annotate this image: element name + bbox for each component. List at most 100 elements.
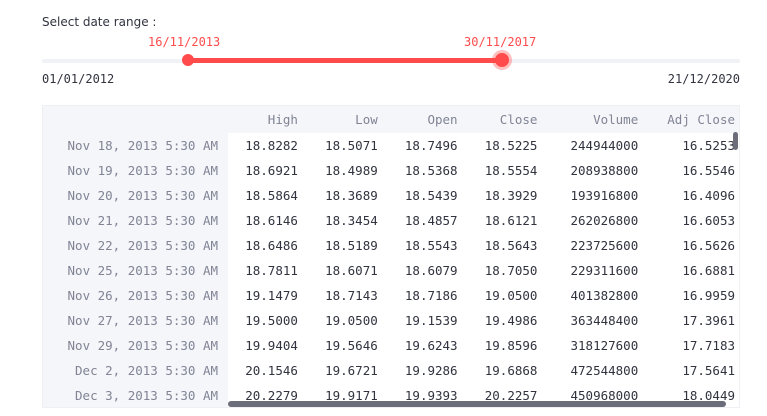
table-cell[interactable]: 18.5439 — [404, 188, 458, 203]
table-cell[interactable]: 18.5368 — [404, 163, 458, 178]
row-index-cell: Nov 29, 2013 5:30 AM — [43, 333, 229, 358]
row-index-cell: Nov 21, 2013 5:30 AM — [43, 208, 229, 233]
table-cell[interactable]: 19.6721 — [325, 363, 378, 378]
table-row: Nov 26, 2013 5:30 AM 19.1479 18.7143 18.… — [43, 283, 739, 308]
table-cell[interactable]: 229311600 — [570, 263, 639, 278]
table-row: Nov 19, 2013 5:30 AM 18.6921 18.4989 18.… — [43, 158, 739, 183]
table-row: Nov 21, 2013 5:30 AM 18.6146 18.3454 18.… — [43, 208, 739, 233]
table-row: Dec 3, 2013 5:30 AM 20.2279 19.9171 19.9… — [43, 383, 739, 407]
slider-start-handle[interactable] — [182, 54, 194, 66]
table-cell[interactable]: 19.0500 — [325, 313, 378, 328]
table-cell[interactable]: 16.5546 — [682, 163, 735, 178]
table-cell[interactable]: 20.1546 — [245, 363, 298, 378]
table-cell[interactable]: 16.5626 — [682, 238, 735, 253]
vertical-scrollbar-thumb[interactable] — [733, 132, 738, 150]
table-cell[interactable]: 318127600 — [570, 338, 639, 353]
table-cell[interactable]: 19.9171 — [325, 388, 378, 403]
table-cell[interactable]: 19.5646 — [325, 338, 378, 353]
column-header-low[interactable]: Low — [301, 106, 382, 133]
table-cell[interactable]: 17.3961 — [682, 313, 735, 328]
table-cell[interactable]: 18.5554 — [484, 163, 538, 178]
table-cell[interactable]: 208938800 — [570, 163, 639, 178]
column-header-open[interactable]: Open — [381, 106, 462, 133]
column-header-high[interactable]: High — [228, 106, 302, 133]
table-cell[interactable]: 19.6868 — [484, 363, 538, 378]
table-cell[interactable]: 19.5000 — [245, 313, 298, 328]
table-cell[interactable]: 19.6243 — [404, 338, 458, 353]
row-index-cell: Nov 20, 2013 5:30 AM — [43, 183, 229, 208]
table-cell[interactable]: 18.7496 — [404, 138, 458, 153]
table-cell[interactable]: 18.7143 — [325, 288, 378, 303]
table-cell[interactable]: 18.5225 — [484, 138, 538, 153]
table-cell[interactable]: 18.7186 — [404, 288, 458, 303]
table-cell[interactable]: 18.5643 — [484, 238, 538, 253]
table-cell[interactable]: 19.0500 — [484, 288, 538, 303]
table-cell[interactable]: 18.6146 — [245, 213, 298, 228]
row-index-cell: Dec 2, 2013 5:30 AM — [43, 358, 229, 383]
date-range-slider[interactable]: 16/11/2013 30/11/2017 01/01/2012 21/12/2… — [42, 30, 740, 90]
table-cell[interactable]: 20.2257 — [484, 388, 538, 403]
table-cell[interactable]: 363448400 — [570, 313, 639, 328]
table-cell[interactable]: 16.9959 — [682, 288, 735, 303]
table-cell[interactable]: 19.1539 — [404, 313, 458, 328]
table-row: Nov 25, 2013 5:30 AM 18.7811 18.6071 18.… — [43, 258, 739, 283]
table-row: Nov 18, 2013 5:30 AM 18.8282 18.5071 18.… — [43, 133, 739, 158]
table-cell[interactable]: 18.5864 — [245, 188, 298, 203]
table-cell[interactable]: 18.3929 — [484, 188, 538, 203]
table-cell[interactable]: 18.0449 — [682, 388, 735, 403]
table-cell[interactable]: 18.7811 — [245, 263, 298, 278]
slider-end-handle[interactable] — [495, 53, 509, 67]
table-row: Nov 27, 2013 5:30 AM 19.5000 19.0500 19.… — [43, 308, 739, 333]
table-cell[interactable]: 18.5189 — [325, 238, 378, 253]
table-cell[interactable]: 18.6121 — [484, 213, 538, 228]
table-cell[interactable]: 262026800 — [570, 213, 639, 228]
row-index-cell: Dec 3, 2013 5:30 AM — [43, 383, 229, 407]
table-cell[interactable]: 19.8596 — [484, 338, 538, 353]
table-cell[interactable]: 20.2279 — [245, 388, 298, 403]
row-index-cell: Nov 22, 2013 5:30 AM — [43, 233, 229, 258]
table-cell[interactable]: 19.1479 — [245, 288, 298, 303]
table-header-row: High Low Open Close Volume Adj Close — [43, 106, 739, 133]
column-header-adj-close[interactable]: Adj Close — [642, 106, 739, 133]
table-cell[interactable]: 450968000 — [570, 388, 639, 403]
table-cell[interactable]: 18.5543 — [404, 238, 458, 253]
table-cell[interactable]: 18.8282 — [245, 138, 298, 153]
table-cell[interactable]: 18.7050 — [484, 263, 538, 278]
row-index-cell: Nov 26, 2013 5:30 AM — [43, 283, 229, 308]
table-cell[interactable]: 19.9393 — [404, 388, 458, 403]
slider-end-value: 30/11/2017 — [464, 35, 537, 49]
table-cell[interactable]: 16.5253 — [682, 138, 735, 153]
data-table[interactable]: High Low Open Close Volume Adj Close Nov… — [42, 105, 740, 408]
table-cell[interactable]: 18.6079 — [404, 263, 458, 278]
table-cell[interactable]: 17.5641 — [682, 363, 735, 378]
table-cell[interactable]: 18.5071 — [325, 138, 378, 153]
slider-min-label: 01/01/2012 — [42, 72, 115, 86]
table-cell[interactable]: 472544800 — [570, 363, 639, 378]
table-cell[interactable]: 18.3454 — [325, 213, 378, 228]
table-row: Nov 22, 2013 5:30 AM 18.6486 18.5189 18.… — [43, 233, 739, 258]
row-index-cell: Nov 27, 2013 5:30 AM — [43, 308, 229, 333]
horizontal-scrollbar-thumb[interactable] — [228, 401, 726, 407]
table-cell[interactable]: 18.6071 — [325, 263, 378, 278]
table-cell[interactable]: 193916800 — [570, 188, 639, 203]
table-cell[interactable]: 223725600 — [570, 238, 639, 253]
table-cell[interactable]: 18.4857 — [404, 213, 458, 228]
table-cell[interactable]: 244944000 — [570, 138, 639, 153]
column-header-volume[interactable]: Volume — [541, 106, 643, 133]
table-cell[interactable]: 19.4986 — [484, 313, 538, 328]
slider-max-label: 21/12/2020 — [667, 72, 740, 86]
index-column-header — [43, 106, 229, 133]
table-cell[interactable]: 17.7183 — [682, 338, 735, 353]
table-cell[interactable]: 18.4989 — [325, 163, 378, 178]
table-cell[interactable]: 16.6881 — [682, 263, 735, 278]
table-cell[interactable]: 19.9286 — [404, 363, 458, 378]
table-cell[interactable]: 18.3689 — [325, 188, 378, 203]
table-cell[interactable]: 401382800 — [570, 288, 639, 303]
table-cell[interactable]: 18.6921 — [245, 163, 298, 178]
table-cell[interactable]: 16.4096 — [682, 188, 735, 203]
table-cell[interactable]: 16.6053 — [682, 213, 735, 228]
column-header-close[interactable]: Close — [461, 106, 542, 133]
table-cell[interactable]: 18.6486 — [245, 238, 298, 253]
table-cell[interactable]: 19.9404 — [245, 338, 298, 353]
row-index-cell: Nov 18, 2013 5:30 AM — [43, 133, 229, 158]
